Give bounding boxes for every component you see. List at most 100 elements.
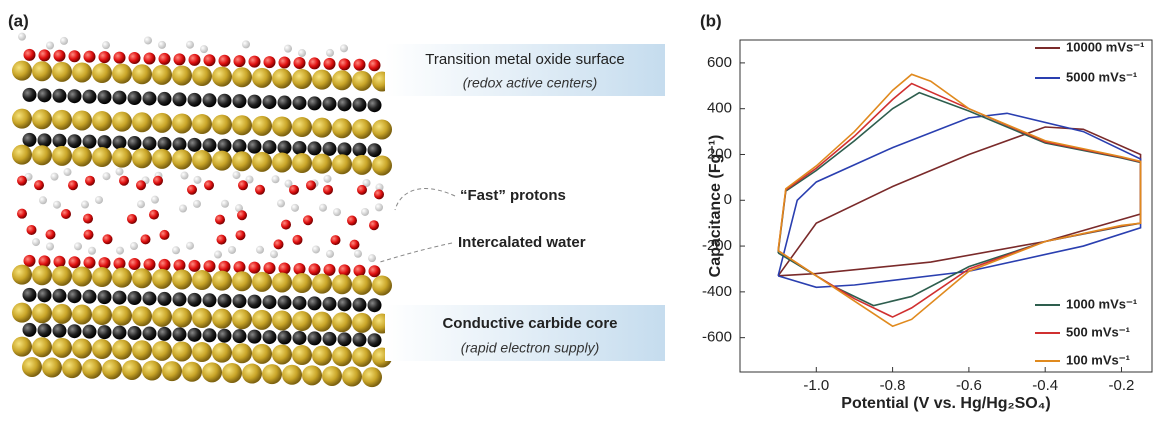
atom <box>112 340 132 360</box>
atom <box>331 235 341 245</box>
y-tick-label: 200 <box>707 145 732 162</box>
atom <box>61 209 71 219</box>
atom <box>272 152 292 172</box>
atom <box>162 361 182 381</box>
x-tick-label: -0.4 <box>1032 377 1058 394</box>
atom <box>172 246 180 254</box>
atom <box>52 304 72 324</box>
atom <box>102 359 122 379</box>
atom <box>215 215 225 225</box>
atom <box>136 180 146 190</box>
atom <box>152 307 172 327</box>
atom <box>46 243 54 251</box>
atom <box>160 230 170 240</box>
atom <box>52 62 72 82</box>
atom <box>158 327 172 341</box>
atom <box>192 342 212 362</box>
atom <box>354 59 366 71</box>
atom <box>233 94 247 108</box>
atom <box>212 309 232 329</box>
atom <box>188 93 202 107</box>
atom <box>143 326 157 340</box>
atom <box>187 185 197 195</box>
atom <box>270 250 278 258</box>
atom <box>308 331 322 345</box>
atom <box>132 148 152 168</box>
atom <box>12 61 32 81</box>
atom <box>326 250 334 258</box>
atom <box>193 200 201 208</box>
atom <box>38 323 52 337</box>
atom <box>143 291 157 305</box>
atom <box>357 185 367 195</box>
atom <box>252 344 272 364</box>
atom <box>60 37 68 45</box>
atom <box>354 250 362 258</box>
atom <box>113 91 127 105</box>
y-tick-label: -600 <box>702 329 732 346</box>
atom <box>323 297 337 311</box>
atom <box>83 290 97 304</box>
atom <box>278 331 292 345</box>
atom <box>81 201 89 209</box>
atom <box>84 230 94 240</box>
atom <box>332 154 352 174</box>
atom <box>69 256 81 268</box>
atom <box>361 208 369 216</box>
atom <box>277 199 285 207</box>
atom <box>179 204 187 212</box>
atom <box>172 269 192 289</box>
atom <box>141 234 151 244</box>
atom <box>252 272 272 292</box>
atom <box>88 247 96 255</box>
atom <box>52 338 72 358</box>
atom <box>98 90 112 104</box>
atom <box>194 176 202 184</box>
atom <box>39 196 47 204</box>
atom <box>352 347 372 367</box>
atom <box>252 68 272 88</box>
atom <box>173 327 187 341</box>
atom <box>82 359 102 379</box>
atom <box>212 271 232 291</box>
atom <box>252 152 272 172</box>
atom <box>95 196 103 204</box>
atom <box>68 134 82 148</box>
atom <box>272 310 292 330</box>
atom <box>256 246 264 254</box>
atom <box>312 312 332 332</box>
atom <box>218 329 232 343</box>
atom <box>353 333 367 347</box>
atom <box>69 50 81 62</box>
atom <box>98 325 112 339</box>
atom <box>281 220 291 230</box>
atom <box>375 203 383 211</box>
atom <box>192 114 212 134</box>
atom <box>98 135 112 149</box>
atom <box>353 298 367 312</box>
atom <box>130 242 138 250</box>
atom <box>352 313 372 333</box>
y-tick-label: -400 <box>702 283 732 300</box>
atom <box>352 275 372 295</box>
atom <box>204 180 214 190</box>
pointer <box>395 189 455 210</box>
atom <box>203 328 217 342</box>
atom <box>173 137 187 151</box>
atom <box>352 71 372 91</box>
atom <box>221 200 229 208</box>
atom <box>312 245 320 253</box>
atom <box>319 204 327 212</box>
atom <box>262 364 282 384</box>
atom <box>72 62 92 82</box>
atom <box>233 139 247 153</box>
atom <box>128 291 142 305</box>
atom <box>292 345 312 365</box>
y-tick-label: 600 <box>707 54 732 71</box>
atom <box>232 309 252 329</box>
atom <box>32 303 52 323</box>
atom <box>255 185 265 195</box>
atom <box>203 293 217 307</box>
atom <box>52 146 72 166</box>
atom <box>306 180 316 190</box>
